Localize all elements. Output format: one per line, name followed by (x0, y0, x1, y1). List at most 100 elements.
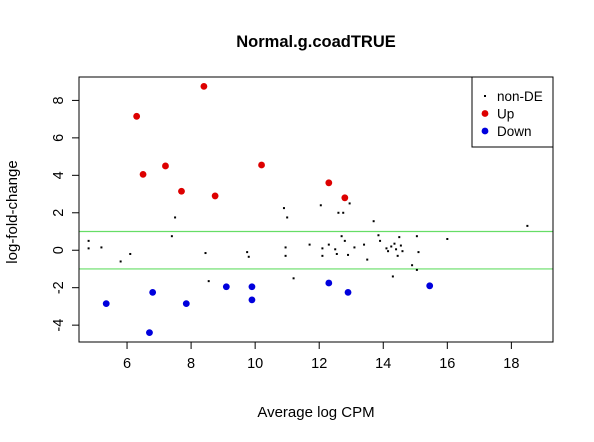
data-points (87, 82, 529, 337)
non-de-point (387, 250, 390, 253)
non-de-point (321, 247, 324, 250)
non-de-point (390, 245, 393, 248)
non-de-point (207, 280, 210, 283)
non-de-point (343, 239, 346, 242)
x-axis: 6 8 10 12 14 16 18 (123, 341, 519, 372)
non-de-point (246, 251, 249, 254)
non-de-point (284, 246, 287, 249)
non-de-point (282, 207, 285, 210)
non-de-point (446, 237, 449, 240)
up-point (200, 82, 208, 90)
non-de-point (87, 239, 90, 242)
y-tick-label: 8 (51, 96, 67, 104)
y-tick-label: -2 (51, 281, 67, 294)
x-tick-label: 12 (311, 356, 327, 372)
non-de-point (335, 252, 338, 255)
up-point (341, 194, 349, 202)
non-de-point (87, 247, 90, 250)
non-de-point (340, 235, 343, 238)
legend-marker-down (481, 127, 489, 135)
up-point (133, 112, 141, 120)
legend: non-DE Up Down (471, 76, 554, 148)
non-de-point (366, 258, 369, 261)
down-point (146, 329, 153, 337)
non-de-point (247, 255, 250, 258)
non-de-point (385, 247, 388, 250)
legend-label-down: Down (497, 124, 532, 139)
y-tick-label: -4 (51, 319, 67, 332)
non-de-point (398, 236, 401, 239)
non-de-point (170, 235, 173, 238)
down-point (344, 288, 352, 296)
non-de-point (174, 216, 177, 219)
non-de-point (308, 243, 311, 246)
up-point (178, 187, 185, 195)
plot-frame (78, 76, 554, 343)
non-de-point (334, 248, 337, 251)
non-de-point (526, 224, 529, 227)
non-de-point (372, 220, 375, 223)
non-de-point (348, 202, 351, 205)
x-tick-label: 6 (123, 356, 131, 372)
up-point (325, 179, 333, 187)
non-de-point (342, 211, 345, 214)
non-de-point (286, 216, 289, 219)
threshold-lines (79, 230, 553, 270)
x-tick-label: 18 (503, 356, 519, 372)
y-tick-label: 0 (51, 246, 67, 254)
non-de-point (353, 246, 356, 249)
down-point (182, 300, 190, 308)
y-tick-label: 4 (51, 171, 67, 179)
non-de-point (363, 243, 366, 246)
y-tick-label: 6 (51, 134, 67, 142)
non-de-point (411, 264, 414, 267)
legend-label-up: Up (497, 107, 514, 122)
non-de-point (415, 268, 418, 271)
x-tick-label: 8 (187, 356, 195, 372)
non-de-point (393, 242, 396, 245)
non-de-point (377, 234, 380, 237)
x-axis-label: Average log CPM (257, 404, 374, 421)
down-point (149, 288, 157, 296)
x-tick-label: 14 (375, 356, 391, 372)
non-de-point (415, 235, 418, 238)
non-de-point (292, 277, 295, 280)
up-point (162, 162, 169, 170)
y-axis-label: log-fold-change (4, 160, 21, 263)
down-point (426, 282, 434, 290)
non-de-point (396, 254, 399, 257)
y-axis: -4 -2 0 2 4 6 8 (51, 96, 80, 332)
up-point (258, 161, 265, 169)
non-de-point (204, 252, 207, 255)
down-point (248, 283, 256, 291)
chart-title: Normal.g.coadTRUE (236, 33, 396, 51)
non-de-point (417, 251, 420, 254)
x-tick-label: 16 (439, 356, 455, 372)
non-de-point (284, 254, 287, 257)
non-de-point (395, 248, 398, 251)
y-tick-label: 2 (51, 209, 67, 217)
up-point (139, 170, 147, 178)
non-de-point (399, 244, 402, 247)
down-point (248, 296, 256, 304)
non-de-point (321, 254, 324, 257)
legend-label-non-de: non-DE (497, 89, 543, 104)
non-de-point (347, 253, 350, 256)
x-tick-label: 10 (247, 356, 263, 372)
down-point (325, 279, 333, 287)
down-point (102, 300, 110, 308)
non-de-point (100, 246, 103, 249)
non-de-point (327, 243, 330, 246)
up-point (211, 192, 219, 200)
non-de-point (129, 252, 132, 255)
non-de-point (391, 275, 394, 278)
non-de-point (119, 260, 122, 263)
non-de-point (379, 239, 382, 242)
non-de-point (319, 204, 322, 207)
non-de-point (401, 250, 404, 253)
legend-marker-non-de (484, 95, 486, 97)
legend-marker-up (481, 110, 489, 117)
down-point (222, 283, 230, 291)
non-de-point (337, 211, 340, 214)
